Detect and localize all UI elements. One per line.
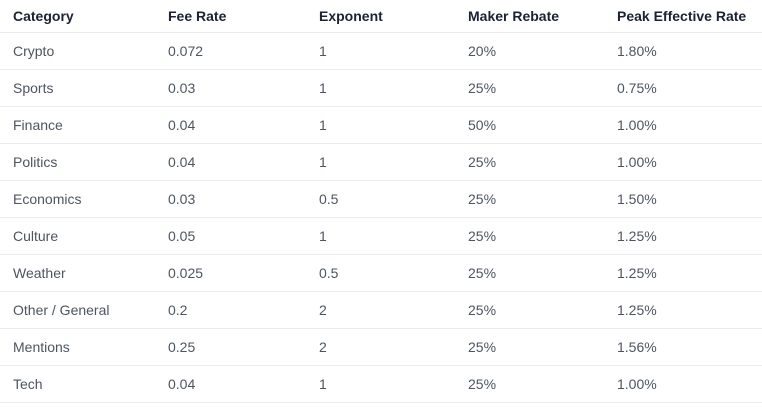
- table-row: Culture 0.05 1 25% 1.25%: [0, 217, 762, 255]
- cell-exponent: 1: [306, 106, 455, 144]
- cell-exponent: 0.5: [306, 180, 455, 218]
- table-row: Mentions 0.25 2 25% 1.56%: [0, 328, 762, 366]
- cell-maker-rebate: 25%: [455, 291, 604, 329]
- cell-peak-effective-rate: 1.56%: [604, 328, 762, 366]
- cell-peak-effective-rate: 1.00%: [604, 106, 762, 144]
- cell-exponent: 1: [306, 217, 455, 255]
- cell-category: Finance: [0, 106, 155, 144]
- table-header-row: Category Fee Rate Exponent Maker Rebate …: [0, 0, 762, 33]
- cell-peak-effective-rate: 1.80%: [604, 32, 762, 70]
- table-row: Politics 0.04 1 25% 1.00%: [0, 143, 762, 181]
- column-header-fee-rate: Fee Rate: [155, 0, 306, 33]
- column-header-exponent: Exponent: [306, 0, 455, 33]
- cell-maker-rebate: 20%: [455, 32, 604, 70]
- cell-peak-effective-rate: 0.75%: [604, 69, 762, 107]
- cell-exponent: 1: [306, 69, 455, 107]
- cell-category: Weather: [0, 254, 155, 292]
- cell-maker-rebate: 25%: [455, 254, 604, 292]
- column-header-category: Category: [0, 0, 155, 33]
- cell-maker-rebate: 25%: [455, 143, 604, 181]
- cell-maker-rebate: 25%: [455, 69, 604, 107]
- table-row: Tech 0.04 1 25% 1.00%: [0, 365, 762, 403]
- table-row: Crypto 0.072 1 20% 1.80%: [0, 32, 762, 70]
- cell-peak-effective-rate: 1.25%: [604, 254, 762, 292]
- cell-category: Culture: [0, 217, 155, 255]
- column-header-maker-rebate: Maker Rebate: [455, 0, 604, 33]
- column-header-peak-effective-rate: Peak Effective Rate: [604, 0, 762, 33]
- cell-fee-rate: 0.025: [155, 254, 306, 292]
- cell-fee-rate: 0.04: [155, 143, 306, 181]
- cell-exponent: 2: [306, 328, 455, 366]
- cell-exponent: 2: [306, 291, 455, 329]
- cell-peak-effective-rate: 1.00%: [604, 365, 762, 403]
- cell-fee-rate: 0.04: [155, 106, 306, 144]
- cell-exponent: 1: [306, 32, 455, 70]
- cell-exponent: 1: [306, 143, 455, 181]
- table-row: Other / General 0.2 2 25% 1.25%: [0, 291, 762, 329]
- cell-maker-rebate: 25%: [455, 180, 604, 218]
- cell-maker-rebate: 25%: [455, 365, 604, 403]
- cell-category: Politics: [0, 143, 155, 181]
- cell-fee-rate: 0.03: [155, 69, 306, 107]
- cell-fee-rate: 0.25: [155, 328, 306, 366]
- cell-fee-rate: 0.05: [155, 217, 306, 255]
- cell-fee-rate: 0.072: [155, 32, 306, 70]
- cell-fee-rate: 0.03: [155, 180, 306, 218]
- cell-fee-rate: 0.04: [155, 365, 306, 403]
- table-row: Weather 0.025 0.5 25% 1.25%: [0, 254, 762, 292]
- cell-exponent: 1: [306, 365, 455, 403]
- cell-peak-effective-rate: 1.25%: [604, 217, 762, 255]
- table-row: Sports 0.03 1 25% 0.75%: [0, 69, 762, 107]
- cell-peak-effective-rate: 1.00%: [604, 143, 762, 181]
- cell-category: Tech: [0, 365, 155, 403]
- cell-maker-rebate: 25%: [455, 217, 604, 255]
- cell-peak-effective-rate: 1.25%: [604, 291, 762, 329]
- cell-maker-rebate: 25%: [455, 328, 604, 366]
- cell-category: Mentions: [0, 328, 155, 366]
- cell-category: Sports: [0, 69, 155, 107]
- cell-maker-rebate: 50%: [455, 106, 604, 144]
- cell-category: Other / General: [0, 291, 155, 329]
- table-row: Economics 0.03 0.5 25% 1.50%: [0, 180, 762, 218]
- cell-category: Crypto: [0, 32, 155, 70]
- cell-fee-rate: 0.2: [155, 291, 306, 329]
- table-row: Finance 0.04 1 50% 1.00%: [0, 106, 762, 144]
- cell-peak-effective-rate: 1.50%: [604, 180, 762, 218]
- cell-exponent: 0.5: [306, 254, 455, 292]
- cell-category: Economics: [0, 180, 155, 218]
